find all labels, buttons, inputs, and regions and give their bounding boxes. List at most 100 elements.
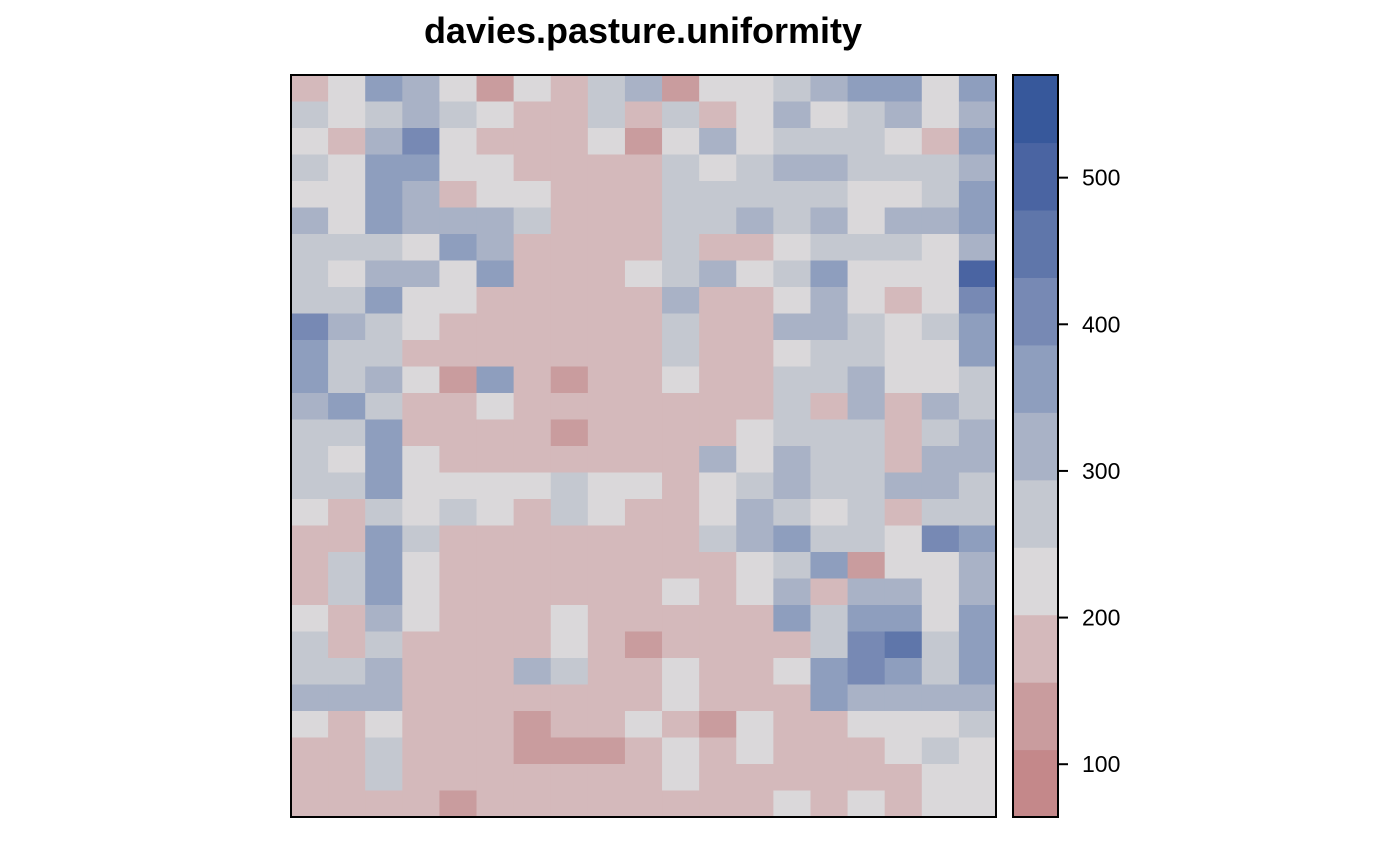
heatmap-cell: [773, 154, 812, 182]
heatmap-cell: [402, 260, 441, 288]
heatmap-cell: [365, 287, 403, 315]
heatmap-cell: [476, 260, 515, 288]
heatmap-cell: [699, 181, 737, 209]
heatmap-cell: [921, 101, 960, 129]
heatmap-cell: [365, 419, 403, 447]
heatmap-cell: [699, 684, 737, 712]
heatmap-cell: [773, 75, 812, 103]
heatmap-cell: [736, 260, 774, 288]
heatmap-cell: [884, 790, 923, 818]
heatmap-cell: [810, 499, 849, 527]
heatmap-cell: [328, 313, 366, 341]
heatmap-cell: [884, 101, 923, 129]
heatmap-cell: [476, 552, 515, 580]
heatmap-cell: [587, 764, 626, 792]
heatmap-cell: [847, 631, 886, 659]
heatmap-cell: [587, 605, 626, 633]
heatmap-cell: [328, 552, 366, 580]
heatmap-cell: [513, 764, 552, 792]
heatmap-cell: [699, 260, 737, 288]
heatmap-cell: [402, 154, 441, 182]
heatmap-cell: [736, 684, 774, 712]
heatmap-cell: [958, 711, 997, 739]
heatmap-cell: [958, 366, 997, 394]
heatmap-cell: [476, 578, 515, 606]
heatmap-cell: [476, 631, 515, 659]
heatmap-cell: [847, 128, 886, 156]
heatmap-cell: [662, 684, 700, 712]
heatmap-cell: [662, 631, 700, 659]
colorbar-band: [1013, 277, 1058, 346]
heatmap-cell: [624, 128, 663, 156]
heatmap-cell: [587, 711, 626, 739]
heatmap-cell: [550, 207, 589, 235]
heatmap-cell: [513, 287, 552, 315]
heatmap-cell: [513, 154, 552, 182]
heatmap-cell: [365, 101, 403, 129]
heatmap-cell: [847, 366, 886, 394]
heatmap-cell: [662, 578, 700, 606]
heatmap-cell: [884, 419, 923, 447]
heatmap-cell: [810, 605, 849, 633]
heatmap-cell: [328, 393, 366, 421]
heatmap-cell: [847, 446, 886, 474]
heatmap-cell: [624, 605, 663, 633]
heatmap-cell: [402, 605, 441, 633]
heatmap-cell: [921, 366, 960, 394]
heatmap-cell: [958, 658, 997, 686]
heatmap-cell: [328, 631, 366, 659]
heatmap-cell: [291, 207, 329, 235]
heatmap-cell: [587, 472, 626, 500]
heatmap-cell: [810, 207, 849, 235]
heatmap-cell: [884, 737, 923, 765]
heatmap-cell: [439, 605, 478, 633]
heatmap-cell: [328, 234, 366, 262]
heatmap-cell: [587, 525, 626, 553]
heatmap-cell: [662, 366, 700, 394]
heatmap-cell: [439, 658, 478, 686]
heatmap-cell: [513, 711, 552, 739]
heatmap-cell: [365, 75, 403, 103]
heatmap-cell: [847, 207, 886, 235]
heatmap-cell: [662, 313, 700, 341]
heatmap-cell: [365, 631, 403, 659]
heatmap-cell: [884, 578, 923, 606]
heatmap-cell: [365, 207, 403, 235]
heatmap-cell: [884, 764, 923, 792]
heatmap-cell: [439, 101, 478, 129]
heatmap-cell: [365, 154, 403, 182]
heatmap-cell: [847, 181, 886, 209]
heatmap-cell: [328, 340, 366, 368]
heatmap-cell: [662, 711, 700, 739]
heatmap-cell: [699, 737, 737, 765]
heatmap-cell: [291, 711, 329, 739]
heatmap-cell: [513, 419, 552, 447]
heatmap-cell: [402, 313, 441, 341]
heatmap-cell: [736, 631, 774, 659]
heatmap-cell: [291, 764, 329, 792]
heatmap-cell: [550, 711, 589, 739]
heatmap-cell: [291, 340, 329, 368]
heatmap-cell: [365, 605, 403, 633]
heatmap-cell: [662, 790, 700, 818]
colorbar-tick-label: 400: [1082, 311, 1120, 337]
heatmap-cell: [847, 737, 886, 765]
heatmap-cell: [884, 552, 923, 580]
heatmap-cell: [365, 790, 403, 818]
heatmap-cell: [328, 737, 366, 765]
heatmap-cell: [921, 234, 960, 262]
heatmap-cell: [699, 207, 737, 235]
colorbar-tick-label: 200: [1082, 605, 1120, 631]
heatmap-cell: [884, 75, 923, 103]
heatmap-cell: [328, 287, 366, 315]
heatmap-cell: [847, 552, 886, 580]
heatmap-cell: [847, 313, 886, 341]
heatmap-cell: [847, 499, 886, 527]
heatmap-cell: [736, 313, 774, 341]
heatmap-cell: [328, 684, 366, 712]
heatmap-cell: [476, 287, 515, 315]
heatmap-cell: [513, 684, 552, 712]
heatmap-cell: [624, 181, 663, 209]
heatmap-cell: [699, 658, 737, 686]
heatmap-cell: [810, 658, 849, 686]
